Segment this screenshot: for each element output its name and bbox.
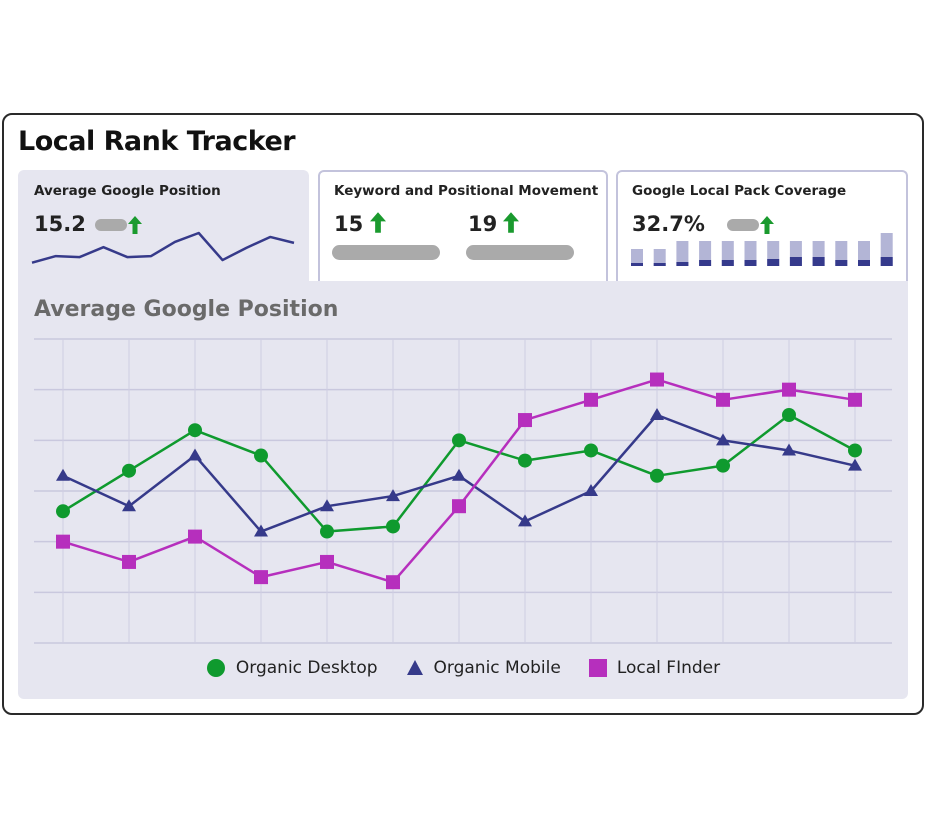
sparkline — [31, 231, 295, 264]
coverage-bar — [835, 241, 848, 266]
data-point-triangle — [848, 458, 862, 471]
placeholder-pill — [95, 219, 127, 231]
data-point-square — [56, 534, 70, 549]
card-title: Google Local Pack Coverage — [632, 183, 847, 199]
data-point-circle — [782, 408, 796, 422]
coverage-bar — [721, 241, 734, 266]
coverage-bar — [699, 241, 712, 266]
legend-item-organic-mobile[interactable]: Organic Mobile — [406, 658, 561, 678]
data-point-circle — [584, 443, 598, 458]
triangle-marker-icon — [406, 660, 423, 675]
data-point-triangle — [518, 514, 532, 527]
data-point-square — [716, 392, 730, 407]
data-point-square — [848, 392, 862, 407]
chart-panel — [18, 281, 908, 699]
coverage-bar-highlight — [653, 263, 666, 266]
data-point-triangle — [254, 524, 268, 537]
data-point-square — [122, 554, 136, 569]
legend-item-organic-desktop[interactable]: Organic Desktop — [206, 658, 378, 678]
data-point-square — [320, 554, 334, 569]
coverage-bar-highlight — [721, 260, 734, 266]
data-point-circle — [386, 519, 400, 534]
circle-marker-icon — [206, 659, 225, 677]
data-point-triangle — [56, 468, 70, 481]
card-title: Keyword and Positional Movement — [334, 183, 599, 199]
card-value: 32.7% — [632, 212, 705, 236]
page-title: Local Rank Tracker — [18, 126, 296, 157]
coverage-bar-highlight — [699, 260, 712, 266]
legend: Organic Desktop Organic Mobile Local FIn… — [0, 658, 926, 678]
chart-title: Average Google Position — [34, 297, 339, 322]
data-point-circle — [254, 448, 268, 463]
arrow-up-icon — [503, 212, 519, 233]
coverage-bar-highlight — [880, 257, 893, 266]
keyword-value: 15 — [334, 212, 364, 236]
coverage-bar-highlight — [767, 259, 780, 266]
legend-label: Organic Desktop — [235, 658, 378, 678]
data-point-square — [188, 529, 202, 544]
data-point-triangle — [320, 499, 334, 512]
coverage-bar — [631, 249, 643, 266]
data-point-circle — [650, 468, 664, 483]
data-point-triangle — [782, 443, 796, 456]
data-point-square — [518, 413, 532, 428]
square-marker-icon — [588, 659, 607, 677]
arrow-up-icon — [760, 216, 774, 234]
coverage-bar-highlight — [789, 257, 802, 266]
arrow-up-icon — [370, 212, 386, 233]
coverage-bar — [653, 249, 666, 266]
placeholder-pill — [332, 245, 440, 260]
position-value: 19 — [468, 212, 498, 236]
coverage-bar-highlight — [676, 262, 689, 266]
data-point-circle — [188, 423, 202, 438]
coverage-bar-highlight — [631, 263, 643, 266]
coverage-bar — [676, 241, 689, 266]
data-point-triangle — [716, 433, 730, 446]
card-value: 15.2 — [34, 212, 86, 236]
data-point-circle — [452, 433, 466, 448]
coverage-bar-highlight — [858, 260, 870, 266]
data-point-square — [584, 392, 598, 407]
legend-item-local-finder[interactable]: Local FInder — [588, 658, 721, 678]
data-point-circle — [716, 458, 730, 473]
data-point-square — [782, 382, 796, 397]
coverage-bar-highlight — [812, 257, 825, 266]
card-keyword-movement[interactable]: Keyword and Positional Movement 15 19 — [318, 170, 608, 282]
data-point-square — [386, 575, 400, 590]
data-point-triangle — [122, 499, 136, 512]
card-title: Average Google Position — [34, 183, 221, 199]
coverage-bar — [858, 241, 870, 266]
data-point-square — [650, 372, 664, 387]
coverage-bar-highlight — [744, 260, 757, 266]
card-average-google-position[interactable]: Average Google Position 15.2 — [18, 170, 309, 282]
data-point-triangle — [650, 408, 664, 420]
data-point-square — [254, 570, 268, 585]
data-point-circle — [320, 524, 334, 539]
coverage-bar — [744, 241, 757, 266]
data-point-triangle — [188, 448, 202, 461]
data-point-circle — [518, 453, 532, 468]
legend-label: Local FInder — [616, 658, 721, 678]
legend-label: Organic Mobile — [433, 658, 561, 678]
data-point-triangle — [584, 484, 598, 496]
data-point-circle — [56, 504, 70, 519]
placeholder-pill — [466, 245, 574, 260]
arrow-up-icon — [128, 216, 142, 234]
data-point-triangle — [386, 489, 400, 502]
data-point-circle — [122, 463, 136, 478]
placeholder-pill — [727, 219, 759, 231]
coverage-bar-highlight — [835, 260, 848, 266]
data-point-square — [452, 499, 466, 514]
data-point-circle — [848, 443, 862, 458]
data-point-triangle — [452, 468, 466, 481]
